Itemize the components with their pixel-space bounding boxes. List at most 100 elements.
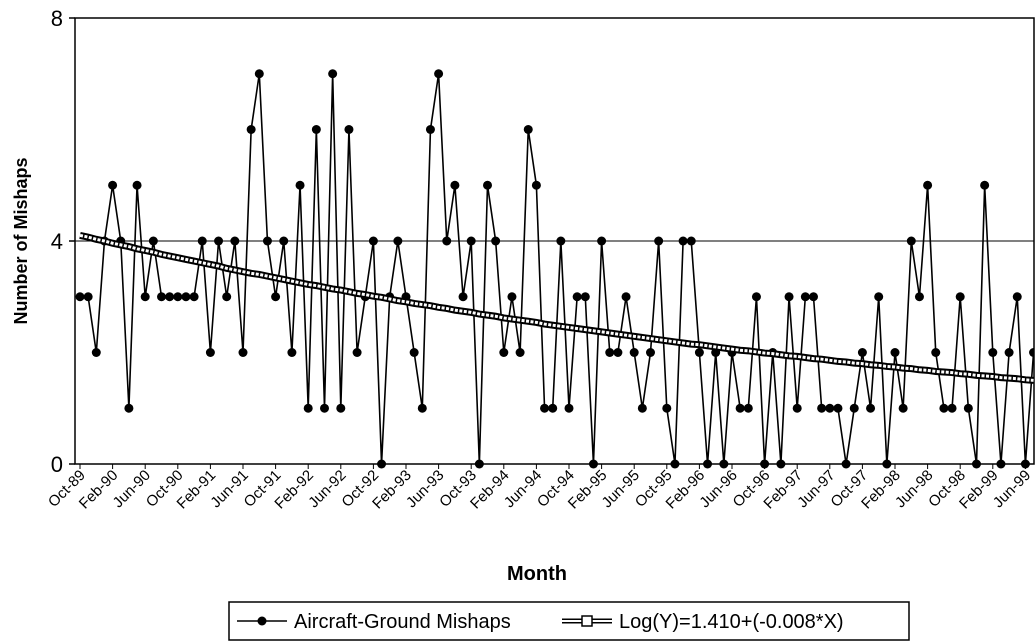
data-point: [906, 236, 916, 246]
data-point: [784, 292, 794, 302]
data-point: [271, 292, 281, 302]
data-point: [972, 459, 981, 469]
data-point: [377, 459, 387, 469]
data-point: [939, 403, 949, 413]
data-point: [751, 292, 761, 302]
data-point: [230, 236, 240, 246]
data-point: [352, 348, 362, 357]
data-point: [719, 459, 729, 469]
data-point: [531, 180, 541, 190]
data-point: [214, 236, 224, 246]
data-point: [800, 292, 810, 302]
data-point: [857, 348, 867, 357]
data-point: [148, 236, 158, 246]
data-point: [613, 348, 623, 357]
data-point: [173, 292, 183, 302]
data-point: [417, 403, 427, 413]
data-point: [866, 403, 876, 413]
data-point: [735, 403, 745, 413]
data-point: [393, 236, 403, 246]
data-point: [499, 348, 509, 357]
legend-label: Aircraft-Ground Mishaps: [294, 611, 511, 633]
data-point: [605, 348, 615, 357]
data-point: [548, 403, 558, 413]
data-point: [621, 292, 631, 302]
data-point: [914, 292, 924, 302]
data-point: [515, 348, 525, 357]
plot-layer: [75, 69, 1034, 469]
data-point: [882, 459, 892, 469]
data-point: [450, 180, 460, 190]
data-point: [662, 403, 672, 413]
legend-marker: [581, 615, 593, 627]
data-point: [654, 236, 664, 246]
data-point: [792, 403, 802, 413]
data-point: [980, 180, 990, 190]
data-point: [425, 125, 435, 134]
data-point: [556, 236, 566, 246]
data-point: [491, 236, 501, 246]
data-point: [295, 180, 305, 190]
trend-line: [79, 231, 1034, 384]
data-point: [434, 69, 444, 79]
data-point: [678, 236, 688, 246]
data-point: [262, 236, 272, 246]
data-point: [694, 348, 704, 357]
data-point: [181, 292, 191, 302]
data-point: [311, 125, 321, 134]
legend-label: Log(Y)=1.410+(-0.008*X): [619, 611, 844, 633]
data-point: [197, 236, 207, 246]
data-point: [703, 459, 713, 469]
data-point: [140, 292, 150, 302]
data-point: [328, 69, 338, 79]
data-point: [409, 348, 419, 357]
x-axis-title: Month: [507, 563, 567, 585]
data-point: [923, 180, 933, 190]
data-point: [320, 403, 329, 413]
data-point: [483, 180, 492, 190]
data-point: [205, 348, 215, 357]
data-point: [83, 292, 93, 302]
data-point: [246, 125, 256, 134]
data-point: [833, 403, 843, 413]
data-point: [523, 125, 533, 134]
data-point: [287, 348, 297, 357]
data-point: [849, 403, 859, 413]
y-tick-label: 4: [51, 229, 63, 254]
data-point: [874, 292, 884, 302]
data-point: [629, 348, 639, 357]
data-point: [222, 292, 232, 302]
data-point: [165, 292, 175, 302]
data-point: [189, 292, 199, 302]
data-point: [898, 403, 908, 413]
data-point: [646, 348, 655, 357]
data-point: [637, 403, 647, 413]
data-point: [825, 403, 835, 413]
y-axis-title: Number of Mishaps: [11, 157, 31, 324]
data-point: [931, 348, 941, 357]
data-point: [572, 292, 582, 302]
x-tick-label: Jun-99: [990, 467, 1034, 511]
data-point: [588, 459, 598, 469]
data-point: [75, 292, 85, 302]
data-point: [988, 348, 998, 357]
data-point: [564, 403, 574, 413]
data-point: [760, 459, 770, 469]
data-point: [108, 180, 118, 190]
data-point: [963, 403, 973, 413]
data-point: [686, 236, 696, 246]
data-point: [955, 292, 965, 302]
data-point: [279, 236, 289, 246]
data-point: [238, 348, 248, 357]
data-point: [597, 236, 607, 246]
data-point: [303, 403, 313, 413]
data-point: [91, 348, 101, 357]
data-point: [466, 236, 476, 246]
data-point: [254, 69, 264, 79]
data-point: [890, 348, 900, 357]
data-point: [157, 292, 166, 302]
data-point: [817, 403, 827, 413]
data-point: [540, 403, 550, 413]
data-point: [1012, 292, 1022, 302]
data-point: [580, 292, 590, 302]
